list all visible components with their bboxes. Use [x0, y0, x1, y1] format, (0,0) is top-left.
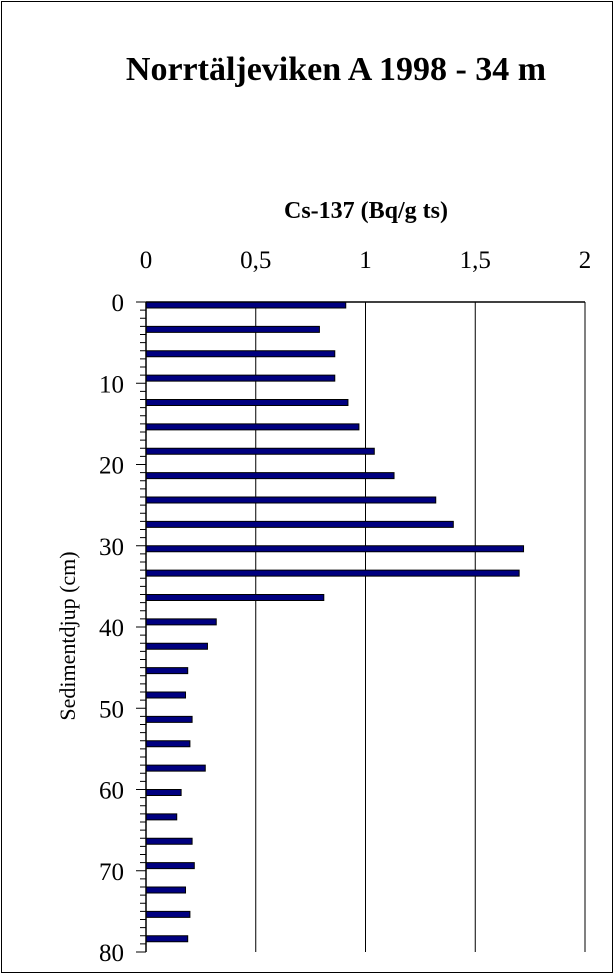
x-tick-labels: 0 0,5 1 1,5 2 — [140, 247, 592, 274]
bars — [145, 301, 525, 943]
y-tick-labels: 0 10 20 30 40 50 60 70 80 — [99, 290, 124, 967]
bar-9 — [145, 374, 336, 382]
bar-24 — [145, 496, 437, 504]
bar-12 — [145, 399, 349, 406]
y-tick-label: 40 — [99, 615, 124, 642]
bar-0 — [145, 301, 347, 309]
bar-48 — [145, 691, 187, 699]
bar-39 — [145, 618, 217, 626]
bar-42 — [145, 642, 208, 650]
x-tick-label: 2 — [579, 247, 592, 274]
y-tick-label: 20 — [99, 453, 124, 480]
x-tick-label: 0,5 — [240, 247, 271, 274]
y-tick-label: 70 — [99, 859, 124, 886]
bar-33 — [145, 569, 520, 577]
y-tick-label: 0 — [112, 290, 125, 317]
y-tick-label: 10 — [99, 371, 124, 398]
y-axis-label: Sedimentdjup (cm) — [55, 551, 80, 720]
bar-51 — [145, 715, 193, 723]
x-tick-label: 1 — [359, 247, 372, 274]
bar-54 — [145, 740, 191, 748]
gridlines — [255, 302, 586, 952]
chart-title: Norrtäljeviken A 1998 - 34 m — [126, 51, 546, 88]
bar-69 — [145, 862, 195, 870]
x-tick-label: 1,5 — [460, 247, 491, 274]
bar-18 — [145, 447, 375, 455]
axes — [136, 301, 585, 953]
x-axis-label: Cs-137 (Bq/g ts) — [284, 198, 448, 224]
bar-66 — [145, 837, 193, 845]
bar-6 — [145, 350, 336, 358]
bar-21 — [145, 472, 395, 480]
bar-60 — [145, 789, 182, 796]
bar-63 — [145, 813, 178, 821]
bar-75 — [145, 910, 191, 918]
bar-78 — [145, 935, 189, 943]
bar-27 — [145, 520, 454, 528]
bar-30 — [145, 545, 525, 553]
bar-72 — [145, 886, 187, 894]
y-tick-label: 30 — [99, 534, 124, 561]
bar-3 — [145, 325, 320, 333]
bar-36 — [145, 594, 325, 601]
bar-15 — [145, 423, 360, 431]
bar-57 — [145, 764, 206, 772]
bar-45 — [145, 667, 189, 675]
y-tick-label: 80 — [99, 940, 124, 967]
y-tick-label: 50 — [99, 696, 124, 723]
y-tick-label: 60 — [99, 778, 124, 805]
x-tick-label: 0 — [140, 247, 153, 274]
